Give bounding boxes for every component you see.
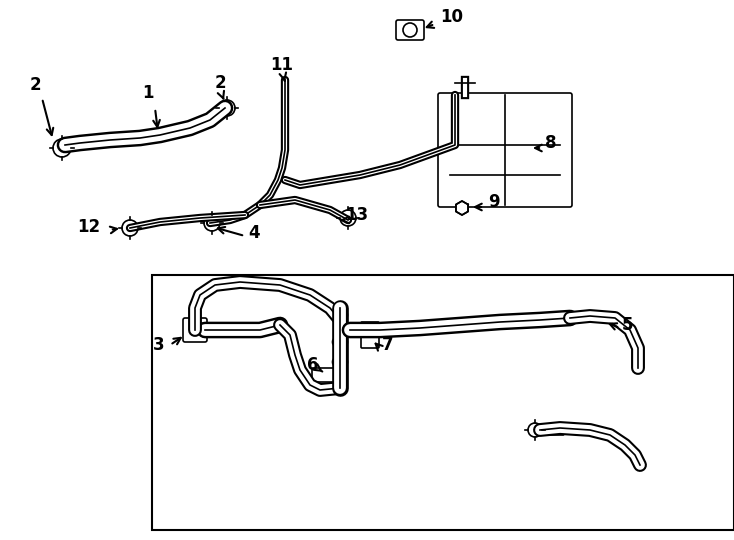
Text: 11: 11 [271,56,294,74]
Text: 8: 8 [545,134,556,152]
FancyBboxPatch shape [438,93,572,207]
FancyBboxPatch shape [396,20,424,40]
Text: 6: 6 [307,356,318,374]
Text: 12: 12 [77,218,100,236]
Text: 13: 13 [345,206,368,224]
Text: 1: 1 [142,84,153,102]
FancyBboxPatch shape [361,322,379,348]
Text: 2: 2 [29,76,41,94]
Text: 7: 7 [382,336,393,354]
FancyBboxPatch shape [544,425,564,435]
FancyBboxPatch shape [312,368,338,382]
Text: 4: 4 [248,224,260,242]
Text: 10: 10 [440,8,463,26]
Polygon shape [456,201,468,215]
FancyBboxPatch shape [183,318,207,342]
Text: 3: 3 [153,336,165,354]
Text: 5: 5 [622,316,633,334]
Text: 2: 2 [214,74,226,92]
Text: 9: 9 [488,193,500,211]
Bar [152,275,734,530]
